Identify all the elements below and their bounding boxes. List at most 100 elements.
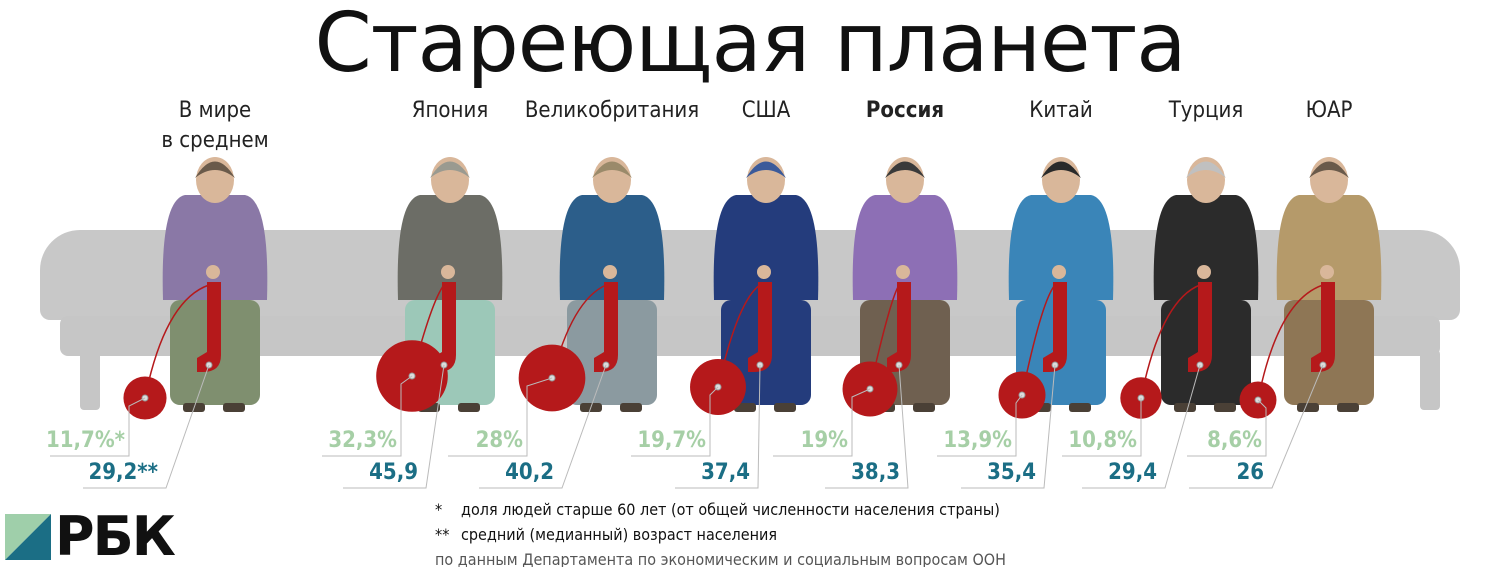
median-age-value: 45,9 — [369, 460, 418, 485]
figure-hair — [746, 161, 786, 178]
country-name: В мире в среднем — [161, 98, 269, 153]
figure-shoe — [1337, 403, 1359, 412]
knitted-sock — [887, 282, 911, 372]
share-leader-line — [937, 394, 1023, 457]
grandmother-figure — [162, 157, 268, 412]
share-60plus-value: 10,8% — [1068, 428, 1137, 453]
figure-body — [852, 195, 958, 300]
logo-text: РБК — [55, 505, 176, 567]
source-note: по данным Департамента по экономическим … — [435, 550, 1006, 567]
share-60plus-value: 28% — [475, 428, 523, 453]
share-leader-line — [50, 397, 146, 457]
figure-hands — [603, 265, 617, 279]
share-60plus-value: 19,7% — [637, 428, 706, 453]
figure-shoe — [774, 403, 796, 412]
page-title: Стареющая планета — [314, 0, 1186, 91]
knitted-sock — [748, 282, 772, 372]
figure-hands — [1197, 265, 1211, 279]
figure-hands — [1320, 265, 1334, 279]
figure-shoe — [734, 403, 756, 412]
country-name: Китай — [1029, 98, 1093, 123]
country-name: ЮАР — [1305, 98, 1353, 123]
share-60plus-value: 13,9% — [943, 428, 1012, 453]
figure-hair — [1186, 161, 1226, 178]
figure-body — [713, 195, 819, 300]
share-60plus-value: 11,7%* — [45, 428, 125, 453]
share-60plus-value: 19% — [800, 428, 848, 453]
median-age-value: 35,4 — [987, 460, 1036, 485]
median-age-value: 29,2** — [88, 460, 158, 485]
grandmother-figure — [1153, 157, 1259, 412]
share-leader-line — [773, 388, 871, 457]
bench-leg — [1420, 350, 1440, 410]
figure-body — [397, 195, 503, 300]
median-leader-line — [1082, 364, 1201, 489]
country-name: Япония — [411, 98, 489, 123]
median-leader-line — [1189, 364, 1324, 489]
yarn-thread — [1140, 284, 1201, 399]
knitted-sock — [432, 282, 456, 372]
figure-hair — [1309, 161, 1349, 178]
share-leader-line — [631, 386, 719, 457]
share-leader-line — [1187, 399, 1267, 457]
figure-hands — [757, 265, 771, 279]
figure-body — [1276, 195, 1382, 300]
rbc-logo: РБК — [5, 505, 176, 567]
knitted-sock — [1188, 282, 1212, 372]
figure-hair — [885, 161, 925, 178]
share-60plus-value: 32,3% — [328, 428, 397, 453]
share-leader-line — [1062, 398, 1142, 457]
footnotes: * доля людей старше 60 лет (от общей числ… — [435, 497, 1006, 567]
median-leader-line — [675, 364, 761, 489]
figure-shoe — [458, 403, 480, 412]
figure-hair — [430, 161, 470, 178]
figure-hands — [1052, 265, 1066, 279]
median-age-value: 40,2 — [505, 460, 554, 485]
median-age-value: 38,3 — [851, 460, 900, 485]
figure-body — [1008, 195, 1114, 300]
footnote-mark-1: * — [435, 500, 443, 519]
median-leader-line — [961, 364, 1056, 489]
figure-hair — [1041, 161, 1081, 178]
knitted-sock — [1311, 282, 1335, 372]
knitted-sock — [1043, 282, 1067, 372]
median-leader-line — [83, 364, 210, 489]
figure-shoe — [1069, 403, 1091, 412]
knitted-sock — [594, 282, 618, 372]
figure-shoe — [1174, 403, 1196, 412]
footnote-median: средний (медианный) возраст населения — [461, 525, 778, 544]
country-name: Россия — [865, 98, 945, 123]
figure-hands — [441, 265, 455, 279]
grandmother-figure — [397, 157, 503, 412]
share-leader-line — [322, 375, 413, 457]
grandmother-figure — [1276, 157, 1382, 412]
yarn-thread — [1257, 284, 1324, 401]
logo-mark-icon — [5, 514, 51, 560]
figure-hands — [206, 265, 220, 279]
median-leader-line — [825, 364, 909, 489]
grandmother-figure — [559, 157, 665, 412]
median-age-value: 26 — [1236, 460, 1264, 485]
share-leader-line — [448, 377, 553, 457]
figure-hair — [195, 161, 235, 178]
median-age-value: 37,4 — [701, 460, 750, 485]
figure-shoe — [620, 403, 642, 412]
country-name: Великобритания — [524, 98, 700, 123]
median-age-value: 29,4 — [1108, 460, 1157, 485]
figure-body — [559, 195, 665, 300]
figure-hair — [592, 161, 632, 178]
country-name: США — [741, 98, 791, 123]
figure-body — [1153, 195, 1259, 300]
figure-hands — [896, 265, 910, 279]
median-leader-line — [479, 364, 607, 489]
footnote-mark-2: ** — [435, 525, 450, 544]
bench-leg — [80, 350, 100, 410]
footnote-share: доля людей старше 60 лет (от общей числе… — [461, 500, 1000, 519]
figure-shoe — [913, 403, 935, 412]
figure-shoe — [223, 403, 245, 412]
country-name: Турция — [1168, 98, 1244, 123]
figure-shoe — [1214, 403, 1236, 412]
figure-body — [162, 195, 268, 300]
